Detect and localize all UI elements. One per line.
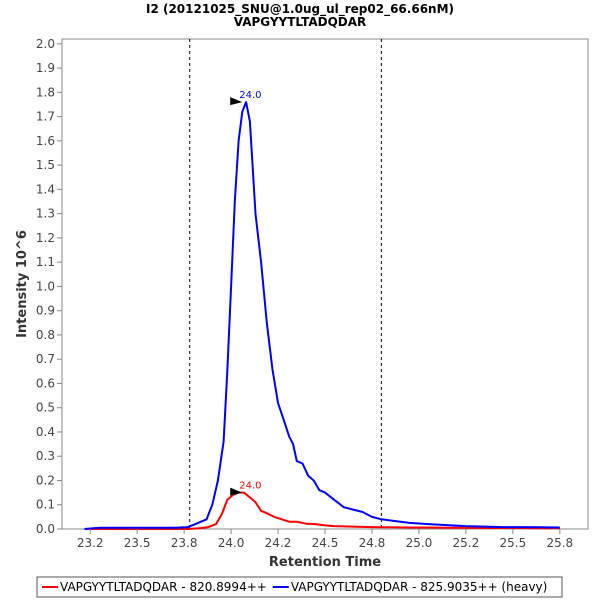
y-tick-label: 1.4 <box>36 182 55 196</box>
y-tick-label: 0.6 <box>36 376 55 390</box>
chart-title: I2 (20121025_SNU@1.0ug_ul_rep02_66.66nM) <box>146 2 454 17</box>
legend-entry: VAPGYYTLTADQDAR - 820.8994++ <box>60 580 267 594</box>
y-tick-label: 0.4 <box>36 425 55 439</box>
peak-marker <box>230 97 243 106</box>
y-tick-label: 0.2 <box>36 473 55 487</box>
peak-label: 24.0 <box>239 90 261 101</box>
peak-annotations: 24.0 24.0 <box>230 90 261 496</box>
y-tick-label: 0.9 <box>36 304 55 318</box>
y-tick-label: 1.3 <box>36 207 55 221</box>
y-tick-label: 0.3 <box>36 449 55 463</box>
y-axis-label: Intensity 10^6 <box>15 230 30 338</box>
y-tick-label: 0.7 <box>36 352 55 366</box>
y-tick-label: 1.2 <box>36 231 55 245</box>
y-tick-label: 1.0 <box>36 279 55 293</box>
plot-area <box>61 38 589 530</box>
y-tick-label: 0.8 <box>36 328 55 342</box>
x-tick-label: 24.5 <box>312 536 339 550</box>
peak-label: 24.0 <box>239 481 261 492</box>
y-tick-label: 1.5 <box>36 158 55 172</box>
y-tick-label: 0.5 <box>36 401 55 415</box>
y-tick-label: 1.6 <box>36 134 55 148</box>
legend <box>36 576 563 598</box>
series-line-1 <box>84 101 560 530</box>
x-tick-label: 23.2 <box>77 536 104 550</box>
x-axis-label: Retention Time <box>269 555 381 570</box>
y-tick-label: 1.9 <box>36 61 55 75</box>
series-layer <box>84 101 560 530</box>
x-tick-label: 24.2 <box>265 536 292 550</box>
peak-boundaries <box>189 39 382 529</box>
x-tick-label: 25.8 <box>546 536 573 550</box>
x-tick-label: 25.5 <box>499 536 526 550</box>
x-tick-label: 23.8 <box>171 536 198 550</box>
x-tick-label: 24.8 <box>359 536 386 550</box>
x-tick-label: 25.0 <box>406 536 433 550</box>
x-axis: 23.2 23.5 23.8 24.0 24.2 24.5 24.8 25.0 25.2 25.5… <box>77 529 573 550</box>
y-tick-label: 1.7 <box>36 110 55 124</box>
y-tick-label: 1.1 <box>36 255 55 269</box>
legend-items: VAPGYYTLTADQDAR - 820.8994++ VAPGYYTLTADQ… <box>42 580 547 594</box>
y-tick-label: 0.1 <box>36 498 55 512</box>
x-tick-label: 23.5 <box>124 536 151 550</box>
y-tick-label: 1.8 <box>36 85 55 99</box>
legend-entry: VAPGYYTLTADQDAR - 825.9035++ (heavy) <box>291 580 548 594</box>
y-tick-label: 0.0 <box>36 522 55 536</box>
x-tick-label: 24.0 <box>218 536 245 550</box>
peak-marker <box>230 487 243 496</box>
y-axis: 0.0 0.1 0.2 0.3 0.4 0.5 0.6 0.7 0.8 0.9 1.0 1.1 1.2 1… <box>36 37 62 536</box>
y-tick-label: 2.0 <box>36 37 55 51</box>
chart-subtitle: VAPGYYTLTADQDAR <box>234 15 367 29</box>
x-tick-label: 25.2 <box>453 536 480 550</box>
series-line-0 <box>84 491 560 530</box>
